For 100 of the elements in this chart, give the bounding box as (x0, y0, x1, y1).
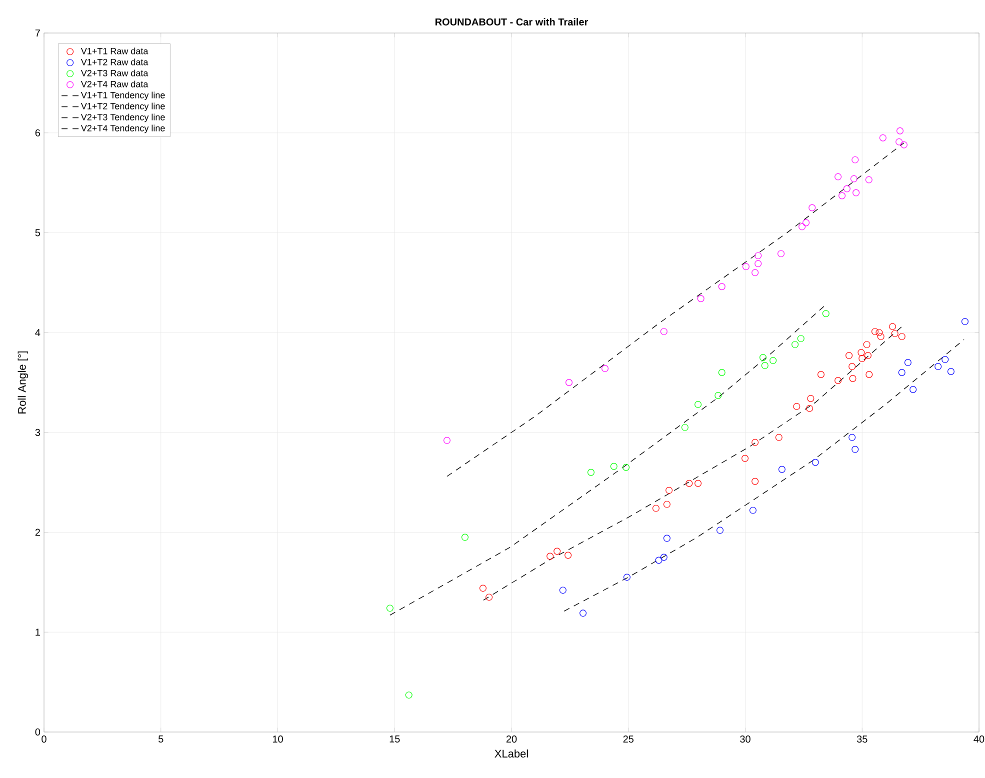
x-tick-label: 5 (158, 736, 164, 743)
point (754, 260, 762, 268)
point (848, 363, 856, 370)
point (858, 349, 865, 356)
point (716, 526, 724, 534)
point (797, 335, 804, 342)
x-tick-label: 30 (740, 736, 750, 743)
y-tick-label: 4 (35, 329, 40, 336)
legend-label: V1+T1 Raw data (80, 48, 148, 54)
line-series (446, 142, 904, 477)
point (386, 604, 394, 612)
point (752, 478, 759, 485)
point (900, 141, 908, 148)
point (898, 333, 906, 340)
point (580, 610, 587, 617)
x-tick-label: 20 (506, 736, 517, 743)
x-tick-label: 40 (974, 736, 984, 743)
point (602, 365, 608, 372)
point (843, 185, 850, 192)
x-tick-label: 25 (623, 736, 634, 743)
point (818, 371, 824, 378)
point (666, 486, 673, 494)
point (697, 295, 704, 302)
point (587, 468, 594, 476)
point (660, 328, 668, 336)
point (694, 480, 702, 487)
point (749, 506, 756, 514)
point (872, 328, 878, 336)
legend-label: V1+T2 Raw data (80, 58, 148, 66)
point (866, 371, 873, 378)
point (610, 462, 618, 470)
x-tick-label: 15 (390, 736, 400, 743)
point (622, 464, 630, 471)
point (889, 323, 896, 330)
point (554, 548, 561, 555)
point (660, 554, 668, 561)
legend-label: V1+T1 Tendency line (80, 92, 165, 100)
point (864, 352, 872, 360)
point (663, 500, 670, 508)
point (652, 504, 660, 512)
point (793, 402, 800, 410)
point (942, 356, 949, 364)
point (896, 138, 903, 146)
y-tick-label: 1 (36, 628, 40, 636)
x-tick-label: 35 (856, 736, 868, 743)
point (752, 269, 759, 276)
point (718, 283, 726, 290)
point (846, 352, 853, 360)
x-axis-title: XLabel (494, 749, 528, 758)
point (947, 368, 954, 376)
point (879, 134, 886, 142)
point (852, 156, 859, 164)
point (807, 394, 814, 402)
point (564, 552, 572, 559)
y-tick-label: 6 (35, 129, 40, 136)
point (752, 438, 759, 446)
line-series (564, 339, 964, 612)
point (444, 436, 450, 444)
legend-label: V2+T3 Tendency line (80, 114, 165, 122)
point (904, 359, 912, 366)
point (681, 424, 688, 431)
point (849, 375, 856, 382)
point (806, 404, 814, 412)
point (760, 354, 767, 362)
point (802, 219, 810, 226)
y-tick-label: 7 (35, 30, 40, 36)
point (834, 173, 842, 180)
point (479, 584, 486, 592)
point (838, 192, 846, 200)
line-series (390, 304, 826, 616)
point (896, 127, 904, 134)
point (566, 379, 572, 386)
point (850, 175, 858, 182)
point (778, 466, 786, 473)
point (891, 330, 898, 338)
point (876, 329, 883, 336)
point (775, 434, 782, 441)
legend-label: V2+T4 Raw data (80, 80, 148, 88)
point (961, 318, 968, 326)
point (852, 446, 859, 453)
y-axis-title: Roll Angle [°] (18, 351, 28, 414)
point (714, 392, 722, 399)
point (808, 204, 816, 212)
point (559, 586, 566, 594)
point (877, 333, 884, 340)
point (834, 377, 842, 384)
point (898, 369, 906, 376)
point (742, 454, 749, 462)
point (848, 434, 856, 441)
y-tick-label: 3 (35, 428, 40, 436)
point (792, 341, 799, 348)
point (655, 556, 662, 564)
point (778, 250, 785, 258)
point (822, 310, 830, 318)
point (686, 480, 693, 487)
point (486, 594, 493, 601)
point (858, 355, 866, 362)
point (405, 692, 412, 699)
point (694, 400, 702, 408)
legend-label: V2+T3 Raw data (80, 70, 148, 76)
